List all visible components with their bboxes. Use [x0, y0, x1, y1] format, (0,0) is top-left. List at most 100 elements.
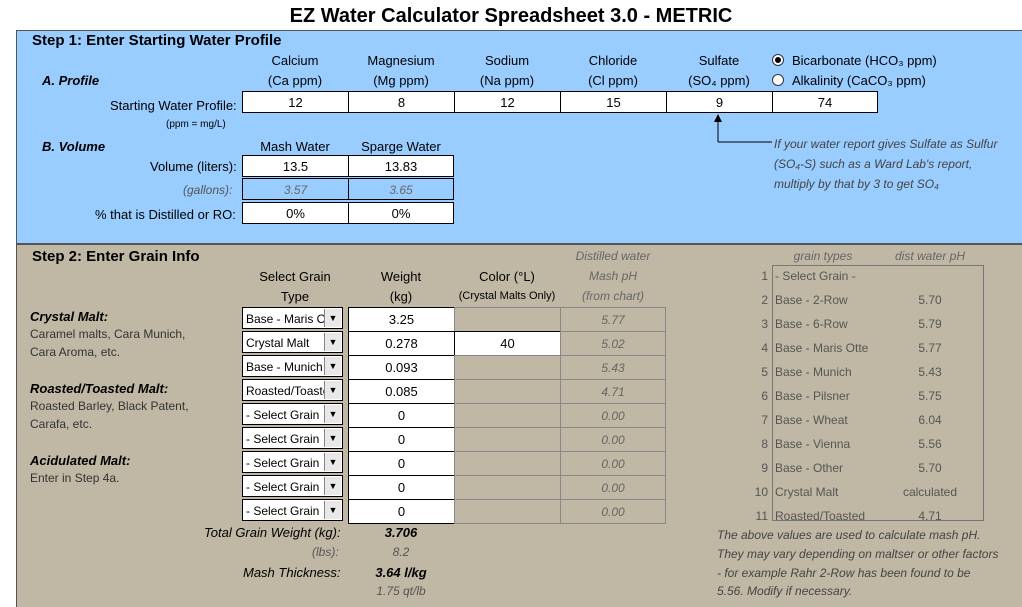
alkalinity-radio[interactable]: Alkalinity (CaCO₃ ppm) [772, 73, 926, 88]
grain-type-value: - Select Grain - [246, 432, 320, 446]
chevron-down-icon[interactable]: ▼ [324, 405, 341, 423]
grain-color-cell[interactable]: 40 [454, 331, 561, 356]
total-weight-value: 3.706 [384, 525, 418, 540]
grain-color-cell [454, 499, 561, 524]
grain-weight-input[interactable]: 0 [348, 427, 455, 452]
chevron-down-icon[interactable]: ▼ [324, 333, 341, 351]
grain-color-cell [454, 475, 561, 500]
grain-weight-input[interactable]: 3.25 [348, 307, 455, 332]
grain-ph-value: 0.00 [560, 403, 666, 428]
grain-type-select[interactable]: Roasted/Toaste ▼ [242, 379, 343, 401]
grain-ph-value: 0.00 [560, 427, 666, 452]
roasted-malt-desc2: Carafa, etc. [30, 417, 93, 431]
grain-weight-input[interactable]: 0.093 [348, 355, 455, 380]
grain-type-select[interactable]: - Select Grain - ▼ [242, 427, 343, 449]
profile-label: A. Profile [42, 73, 100, 88]
grain-weight-input[interactable]: 0.085 [348, 379, 455, 404]
chevron-down-icon[interactable]: ▼ [324, 381, 341, 399]
grain-type-select[interactable]: - Select Grain - ▼ [242, 403, 343, 425]
lbs-label: (lbs): [312, 545, 339, 559]
radio-selected-icon[interactable] [772, 54, 784, 66]
total-weight-label: Total Grain Weight (kg): [204, 525, 341, 540]
grain-type-value: - Select Grain - [246, 456, 320, 470]
grain-weight-input[interactable]: 0 [348, 499, 455, 524]
bicarbonate-label: Bicarbonate (HCO₃ ppm) [792, 53, 937, 68]
sparge-distilled-input[interactable]: 0% [348, 202, 454, 224]
step1-section [16, 30, 1022, 243]
select-grain-header: Select Grain [259, 269, 331, 284]
sparge-volume-input[interactable]: 13.83 [348, 155, 454, 177]
calcium-input[interactable]: 12 [242, 91, 349, 113]
grain-type-select[interactable]: Crystal Malt ▼ [242, 331, 343, 353]
ref-grain-ph: 5.79 [918, 317, 942, 331]
radio-unselected-icon[interactable] [772, 74, 784, 86]
ref-grain-ph: 5.77 [918, 341, 942, 355]
mash-thickness-us: 1.75 qt/lb [376, 584, 426, 598]
ref-row-number: 4 [761, 341, 768, 355]
alkalinity-label: Alkalinity (CaCO₃ ppm) [792, 73, 926, 88]
mash-ph-header: Mash pH [588, 269, 638, 283]
mash-volume-input[interactable]: 13.5 [242, 155, 349, 177]
page-title: EZ Water Calculator Spreadsheet 3.0 - ME… [289, 5, 733, 27]
ref-note-line4: 5.56. Modify if necessary. [717, 584, 853, 598]
ref-row-number: 3 [761, 317, 768, 331]
reference-table [772, 265, 984, 521]
chloride-input[interactable]: 15 [560, 91, 667, 113]
grain-type-select[interactable]: - Select Grain - ▼ [242, 499, 343, 521]
ion-unit-magnesium: (Mg ppm) [373, 73, 429, 88]
grain-type-value: Base - Munich [246, 360, 323, 374]
volume-liters-label: Volume (liters): [150, 159, 237, 174]
bicarbonate-input[interactable]: 74 [772, 91, 878, 113]
grain-weight-input[interactable]: 0.278 [348, 331, 455, 356]
crystal-malt-desc2: Cara Aroma, etc. [30, 345, 121, 359]
ref-grain-name: Base - Maris Otte [775, 341, 869, 355]
mash-distilled-input[interactable]: 0% [242, 202, 349, 224]
chevron-down-icon[interactable]: ▼ [324, 501, 341, 519]
grain-type-select[interactable]: Base - Maris O ▼ [242, 307, 343, 329]
ion-unit-calcium: (Ca ppm) [267, 73, 323, 88]
grain-weight-input[interactable]: 0 [348, 451, 455, 476]
grain-ph-value: 5.43 [560, 355, 666, 380]
grain-color-cell [454, 451, 561, 476]
ref-note-line2: They may vary depending on maltser or ot… [717, 547, 999, 561]
ref-ph-header: dist water pH [894, 249, 966, 263]
type-header: Type [280, 289, 310, 304]
chevron-down-icon[interactable]: ▼ [324, 477, 341, 495]
sulfate-note-arrow-icon [714, 114, 772, 143]
sodium-input[interactable]: 12 [454, 91, 561, 113]
kg-header: (kg) [389, 289, 413, 304]
from-chart-header: (from chart) [581, 289, 644, 303]
chevron-down-icon[interactable]: ▼ [324, 429, 341, 447]
ion-unit-chloride: (Cl ppm) [588, 73, 638, 88]
ref-row-number: 8 [761, 437, 768, 451]
chevron-down-icon[interactable]: ▼ [324, 357, 341, 375]
grain-ph-value: 0.00 [560, 499, 666, 524]
bicarbonate-radio[interactable]: Bicarbonate (HCO₃ ppm) [772, 53, 937, 68]
magnesium-input[interactable]: 8 [348, 91, 455, 113]
mash-thickness-metric: 3.64 l/kg [375, 565, 427, 580]
grain-color-cell [454, 427, 561, 452]
grain-color-cell [454, 403, 561, 428]
roasted-malt-title: Roasted/Toasted Malt: [30, 381, 169, 396]
grain-weight-input[interactable]: 0 [348, 475, 455, 500]
weight-header: Weight [380, 269, 422, 284]
grain-weight-input[interactable]: 0 [348, 403, 455, 428]
ref-grain-ph: 5.70 [918, 293, 942, 307]
mash-thickness-label: Mash Thickness: [243, 565, 341, 580]
grain-type-value: - Select Grain - [246, 480, 320, 494]
starting-profile-label: Starting Water Profile: [110, 98, 237, 113]
grain-type-select[interactable]: - Select Grain - ▼ [242, 475, 343, 497]
ref-grain-ph: 5.43 [918, 365, 942, 379]
ref-row-number: 10 [754, 485, 768, 499]
ref-grain-ph: 5.70 [918, 461, 942, 475]
ref-grain-name: Base - Vienna [775, 437, 851, 451]
total-lbs-value: 8.2 [392, 545, 410, 559]
grain-type-value: Roasted/Toaste [246, 384, 326, 398]
chevron-down-icon[interactable]: ▼ [324, 309, 341, 327]
grain-type-select[interactable]: Base - Munich ▼ [242, 355, 343, 377]
ref-grain-ph: 4.71 [918, 509, 942, 523]
grain-type-select[interactable]: - Select Grain - ▼ [242, 451, 343, 473]
chevron-down-icon[interactable]: ▼ [324, 453, 341, 471]
ref-row-number: 9 [761, 461, 768, 475]
sulfate-input[interactable]: 9 [666, 91, 773, 113]
